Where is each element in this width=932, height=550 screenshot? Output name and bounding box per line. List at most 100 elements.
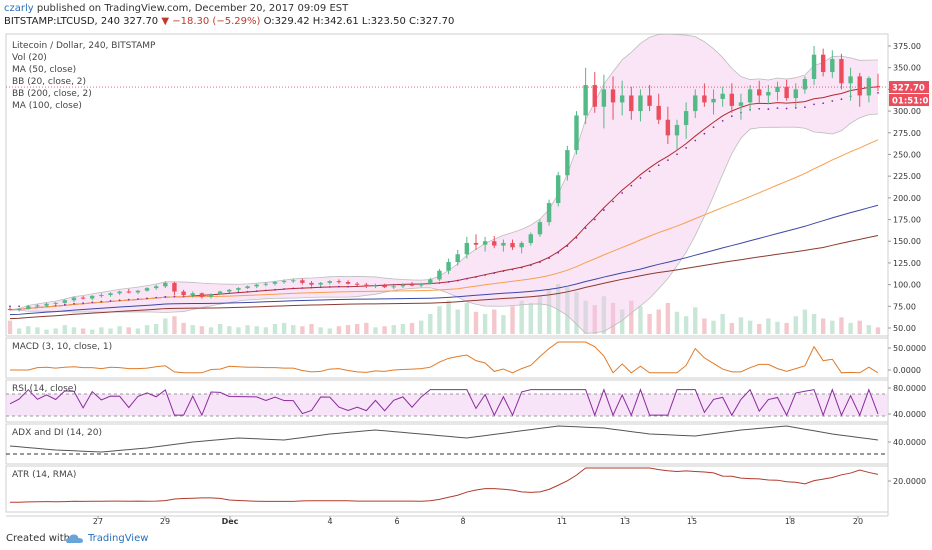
candle — [738, 93, 744, 120]
volume-bar — [629, 300, 634, 334]
symbol-name: BITSTAMP:LTCUSD, 240 — [4, 16, 120, 27]
volume-bar — [272, 324, 278, 334]
candle-body — [455, 254, 460, 263]
tradingview-brand: TradingView — [88, 533, 149, 544]
candle — [327, 280, 332, 285]
trail-dot — [137, 298, 139, 300]
candle-body — [848, 76, 853, 84]
trail-dot — [621, 192, 624, 194]
volume-bar — [373, 327, 378, 334]
candle-body — [135, 290, 141, 293]
price-tag: 327.70 — [892, 84, 925, 94]
candle — [163, 281, 168, 289]
candle-body — [153, 286, 159, 289]
volume-bar — [35, 327, 40, 334]
candle — [437, 268, 442, 282]
time-tick-label: 29 — [160, 517, 170, 526]
pane-axis-label: 50.0000 — [893, 344, 926, 353]
price-tick-label: 350.00 — [893, 64, 921, 73]
candle-body — [647, 95, 652, 106]
volume-bar — [217, 324, 223, 334]
candle-body — [7, 308, 13, 310]
candle-body — [126, 291, 131, 293]
volume-bar — [71, 327, 77, 334]
candle-body — [574, 115, 579, 151]
candle-body — [866, 78, 872, 96]
candle — [857, 72, 862, 107]
trail-dot — [721, 120, 724, 122]
created-with-label: Created with — [6, 533, 70, 544]
volume-bar — [583, 300, 588, 334]
trail-dot — [338, 285, 340, 288]
candle — [108, 292, 113, 297]
volume-bar — [227, 326, 232, 334]
trail-dot — [657, 164, 660, 167]
ma100-line — [9, 234, 879, 320]
candle — [44, 302, 49, 308]
candle — [345, 280, 351, 285]
trail-dot — [785, 107, 788, 110]
trail-dot — [127, 298, 130, 301]
candle-body — [610, 89, 616, 103]
publish-line: czarly published on TradingView.com, Dec… — [4, 3, 348, 14]
candle-body — [208, 294, 214, 297]
candle-body — [665, 119, 671, 136]
volume-bar — [382, 326, 387, 334]
candle — [683, 102, 689, 139]
candle-body — [729, 93, 735, 106]
tradingview-cloud-icon — [66, 534, 83, 543]
candle — [775, 81, 780, 101]
candle — [318, 282, 323, 287]
candle-body — [482, 241, 488, 245]
trail-dot — [146, 297, 148, 300]
candle — [565, 145, 570, 181]
volume-bar — [784, 322, 789, 334]
candle — [638, 89, 643, 122]
volume-bar — [99, 327, 104, 334]
candle — [90, 295, 95, 301]
candle — [309, 281, 314, 287]
candle-body — [409, 284, 415, 286]
candle-body — [108, 293, 113, 296]
candle-body — [373, 285, 378, 287]
trail-dot — [794, 107, 797, 109]
candle-body — [519, 242, 524, 248]
candle — [528, 232, 533, 246]
candle-body — [35, 305, 40, 307]
publish-text: published on TradingView.com, December 2… — [36, 3, 349, 14]
candle — [473, 234, 479, 250]
candle-body — [263, 283, 269, 285]
pane-axis-label: 40.0000 — [893, 410, 926, 419]
time-tick-label: 11 — [557, 517, 567, 526]
candle — [556, 171, 561, 207]
trail-dot — [557, 251, 560, 254]
trail-dot — [520, 266, 523, 269]
trail-dot — [91, 301, 94, 304]
volume-bar — [53, 328, 58, 334]
volume-bar — [400, 324, 406, 334]
candle-body — [674, 124, 680, 136]
volume-bar — [619, 309, 625, 334]
price-tick-label: 275.00 — [893, 129, 921, 138]
candle-body — [720, 93, 725, 99]
candle-body — [802, 78, 808, 90]
volume-bar — [592, 305, 597, 334]
trail-dot — [776, 107, 779, 110]
volume-bar — [318, 327, 323, 334]
author-link[interactable]: czarly — [4, 3, 34, 14]
volume-bar — [455, 309, 460, 334]
candle-body — [683, 111, 689, 125]
atr-line — [10, 467, 879, 503]
candle — [592, 72, 597, 113]
candle-body — [26, 306, 31, 309]
volume-bar — [711, 320, 716, 334]
time-tick-label: 13 — [620, 517, 630, 526]
trail-dot — [511, 268, 514, 271]
volume-bar — [16, 328, 22, 334]
legend-item: Litecoin / Dollar, 240, BITSTAMP — [12, 41, 156, 51]
candle-body — [437, 270, 442, 280]
trail-dot — [246, 290, 249, 293]
volume-bar — [80, 328, 86, 334]
trail-dot — [548, 257, 550, 260]
